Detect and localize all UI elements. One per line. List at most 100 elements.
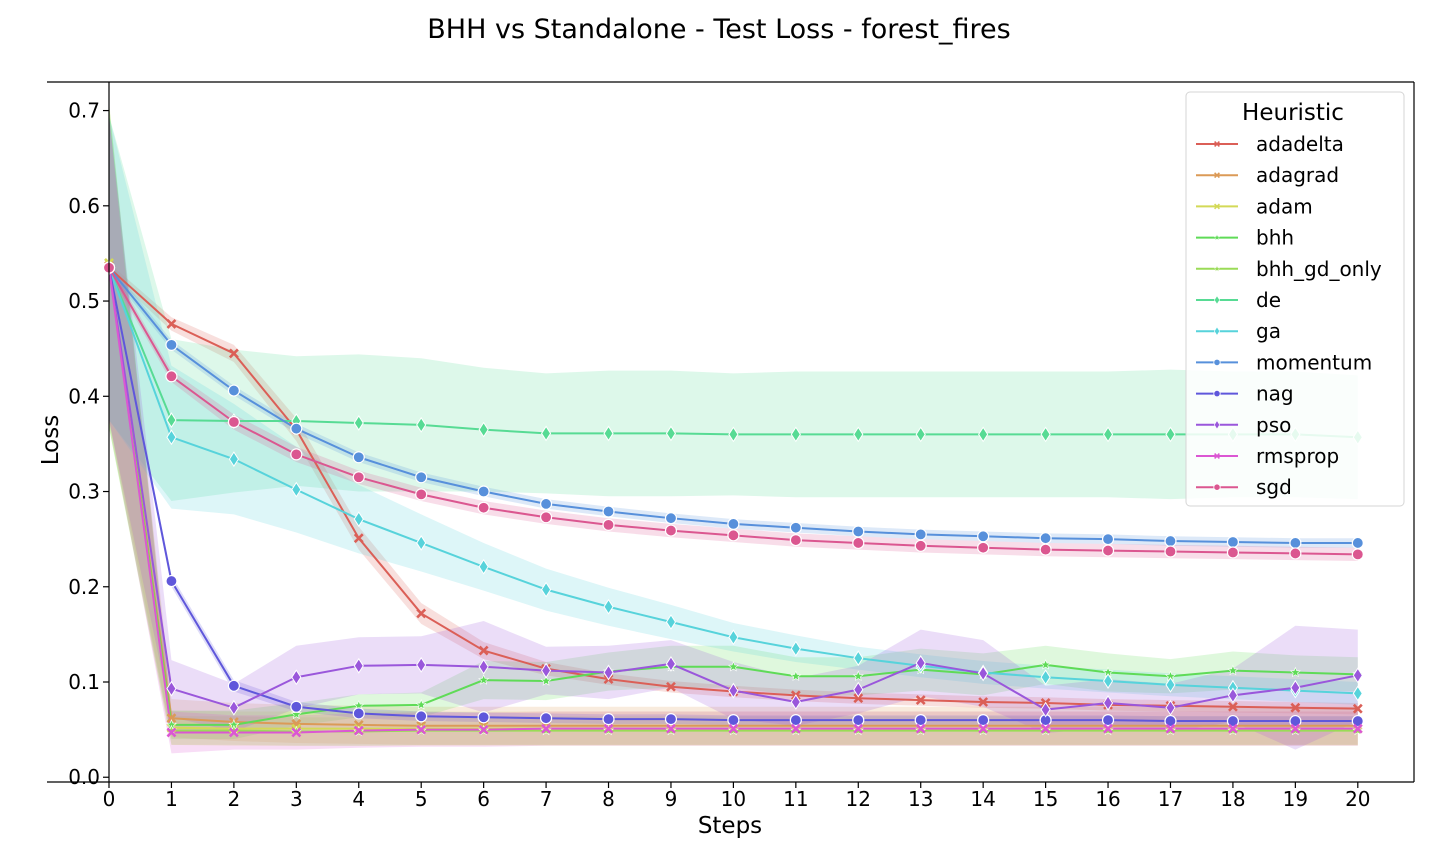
point-nag-4 [352, 707, 365, 720]
point-sgd-8 [602, 518, 615, 531]
point-adadelta-13 [915, 695, 926, 706]
point-momentum-13 [914, 528, 927, 541]
point-momentum-8 [602, 505, 615, 518]
y-tick-label: 0.1 [68, 670, 100, 694]
legend-marker-adadelta [1214, 141, 1220, 147]
point-de-7 [540, 425, 552, 442]
point-nag-20 [1351, 714, 1364, 728]
point-pso-1 [166, 680, 177, 697]
point-nag-18 [1226, 714, 1240, 728]
legend-marker-nag [1213, 389, 1221, 398]
point-nag-14 [977, 713, 990, 727]
y-tick-label: 0.0 [68, 765, 100, 789]
point-ga-12 [853, 650, 864, 667]
point-nag-11 [789, 713, 802, 727]
point-momentum-15 [1039, 532, 1052, 545]
point-de-10 [728, 426, 739, 443]
point-sgd-19 [1289, 547, 1302, 560]
point-pso-7 [540, 662, 552, 679]
x-tick-label: 10 [721, 787, 746, 811]
x-axis-label: Steps [698, 813, 762, 839]
x-tick-label: 9 [665, 787, 678, 811]
point-ga-11 [790, 640, 801, 657]
point-pso-6 [478, 658, 489, 675]
y-tick-label: 0.4 [68, 384, 100, 408]
legend-label-bhh_gd_only: bhh_gd_only [1256, 257, 1382, 281]
point-rmsprop-12 [853, 723, 864, 734]
point-de-9 [665, 425, 677, 442]
x-tick-label: 18 [1220, 787, 1245, 811]
point-rmsprop-16 [1103, 723, 1113, 734]
point-momentum-1 [165, 338, 178, 351]
point-rmsprop-13 [915, 723, 926, 734]
legend-marker-de [1213, 295, 1221, 305]
point-momentum-18 [1226, 535, 1240, 549]
point-adadelta-12 [853, 693, 864, 704]
point-sgd-16 [1101, 544, 1115, 557]
x-tick-label: 19 [1283, 787, 1308, 811]
point-de-15 [1040, 426, 1051, 443]
legend-label-bhh: bhh [1256, 226, 1294, 250]
legend-label-ga: ga [1256, 319, 1281, 343]
point-pso-5 [416, 656, 427, 673]
legend-marker-adagrad [1214, 172, 1220, 179]
point-adadelta-1 [166, 318, 177, 329]
legend-marker-ga [1213, 326, 1221, 336]
point-momentum-9 [664, 512, 678, 525]
point-pso-14 [978, 665, 989, 682]
point-rmsprop-2 [228, 727, 239, 738]
point-sgd-7 [539, 511, 553, 524]
point-sgd-4 [352, 471, 365, 484]
point-nag-6 [477, 711, 490, 724]
legend-label-momentum: momentum [1256, 350, 1372, 374]
point-sgd-15 [1039, 543, 1052, 556]
point-bhh-6 [478, 674, 490, 685]
x-tick-label: 4 [352, 787, 365, 811]
point-rmsprop-6 [478, 724, 489, 735]
legend-label-adagrad: adagrad [1256, 163, 1339, 187]
point-sgd-13 [914, 539, 927, 552]
point-pso-12 [853, 681, 864, 698]
legend-marker-momentum [1213, 358, 1221, 366]
point-nag-19 [1289, 714, 1302, 728]
point-adadelta-6 [478, 645, 489, 656]
legend-title: Heuristic [1242, 100, 1344, 126]
chart-title: BHH vs Standalone - Test Loss - forest_f… [427, 14, 1010, 45]
x-tick-label: 2 [228, 787, 241, 811]
point-bhh-15 [1040, 659, 1052, 670]
point-nag-12 [852, 713, 865, 727]
point-adadelta-5 [416, 608, 427, 619]
x-tick-label: 6 [477, 787, 490, 811]
point-nag-7 [539, 712, 553, 725]
point-sgd-2 [227, 415, 240, 429]
point-nag-13 [914, 713, 927, 727]
point-adadelta-20 [1352, 703, 1363, 714]
legend-marker-rmsprop [1214, 453, 1220, 459]
point-adadelta-9 [666, 681, 676, 692]
point-adadelta-19 [1290, 702, 1301, 713]
point-rmsprop-9 [666, 723, 676, 734]
y-tick-label: 0.7 [68, 99, 100, 123]
x-tick-label: 17 [1158, 787, 1183, 811]
point-pso-15 [1040, 701, 1051, 718]
point-bhh-5 [415, 699, 427, 710]
point-rmsprop-15 [1040, 723, 1051, 734]
point-bhh-11 [790, 670, 802, 681]
y-tick-label: 0.5 [68, 289, 100, 313]
point-rmsprop-4 [353, 725, 364, 736]
point-de-16 [1102, 426, 1114, 443]
point-adadelta-4 [353, 533, 364, 544]
point-momentum-3 [290, 422, 303, 435]
legend-marker-adam [1214, 203, 1220, 210]
point-ga-4 [353, 511, 364, 528]
x-tick-label: 8 [602, 787, 615, 811]
point-ga-5 [416, 535, 427, 551]
point-rmsprop-20 [1352, 723, 1363, 734]
point-pso-13 [915, 655, 926, 671]
point-pso-8 [603, 664, 614, 681]
point-momentum-19 [1289, 536, 1302, 550]
point-momentum-10 [727, 517, 740, 531]
point-nag-2 [227, 679, 240, 692]
legend-box [1185, 91, 1405, 507]
